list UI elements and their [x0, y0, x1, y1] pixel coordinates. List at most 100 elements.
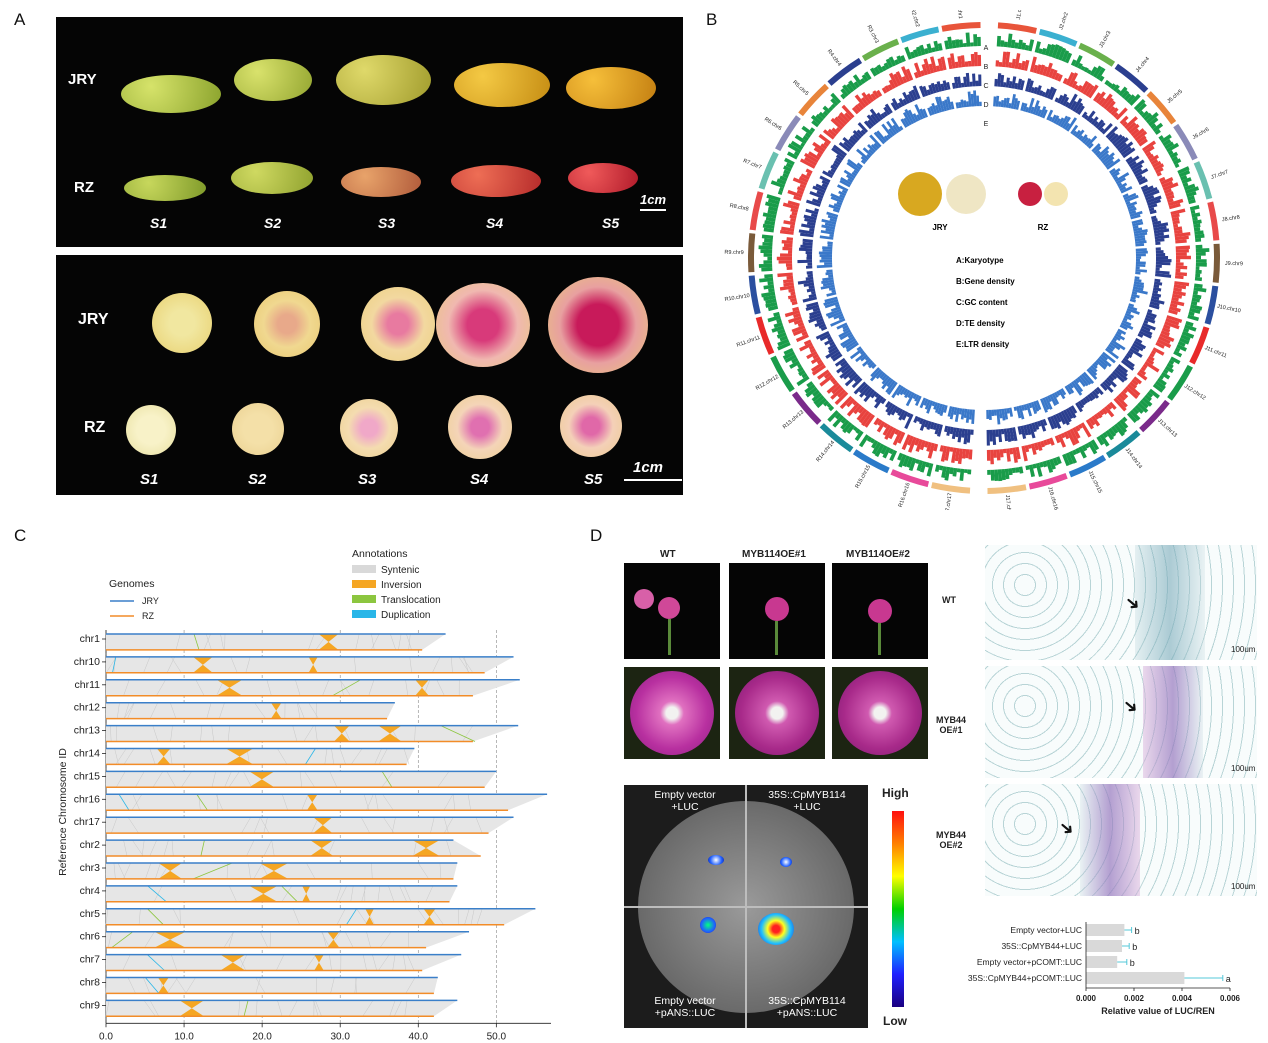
density-bar: [1039, 106, 1047, 118]
syntenic-link: [389, 1000, 396, 1017]
density-bar: [798, 229, 815, 235]
density-bar: [1061, 50, 1070, 62]
density-bar: [1122, 193, 1129, 198]
density-bar: [1000, 40, 1005, 47]
density-bar: [1154, 278, 1161, 283]
density-bar: [937, 43, 943, 51]
density-bar: [965, 32, 971, 47]
syntenic-link: [153, 885, 163, 902]
density-bar: [1108, 343, 1116, 350]
density-bar: [1123, 93, 1132, 101]
density-bar: [787, 294, 797, 300]
syntenic-link: [170, 702, 177, 719]
density-bar: [995, 95, 1000, 107]
density-bar: [1110, 339, 1126, 351]
density-bar: [1191, 297, 1201, 303]
syntenic-block: [106, 931, 470, 948]
scale-label: 1cm: [640, 192, 667, 207]
density-bar: [856, 129, 864, 137]
density-bar: [1106, 158, 1121, 170]
density-bar: [1171, 296, 1179, 302]
density-bar: [1146, 195, 1162, 204]
density-bar: [1096, 411, 1103, 419]
density-bar: [808, 315, 823, 324]
density-bar: [1091, 415, 1101, 427]
density-bar: [1154, 128, 1161, 135]
density-bar: [824, 296, 838, 303]
density-bar: [763, 227, 774, 233]
density-bar: [860, 156, 868, 163]
syntenic-block: [106, 954, 462, 971]
density-bar: [947, 57, 953, 70]
density-bar: [1136, 102, 1147, 114]
density-bar: [1114, 172, 1130, 183]
density-bar: [1193, 227, 1201, 232]
density-bar: [1104, 159, 1114, 168]
density-bar: [1112, 337, 1118, 342]
density-bar: [1030, 401, 1038, 415]
syntenic-link: [361, 885, 367, 902]
density-bar: [949, 467, 954, 475]
density-bar: [1152, 287, 1162, 292]
flower-shape: [868, 599, 892, 623]
density-bar: [1135, 174, 1143, 180]
density-bar: [1130, 214, 1141, 220]
density-bar: [992, 429, 997, 445]
density-bar: [1057, 412, 1067, 425]
density-bar: [1144, 189, 1160, 198]
density-bar: [831, 127, 839, 135]
chromosome-label: J7.chr7: [1210, 169, 1229, 181]
density-bar: [812, 307, 821, 313]
density-bar: [808, 151, 821, 161]
density-bar: [1004, 468, 1010, 480]
density-bar: [791, 325, 806, 333]
density-bar: [866, 153, 871, 159]
density-bar: [1130, 296, 1136, 300]
syntenic-link: [308, 702, 319, 719]
syntenic-link: [171, 840, 174, 857]
density-bar: [797, 259, 813, 264]
density-bar: [1070, 59, 1077, 67]
density-bar: [1008, 103, 1012, 109]
syntenic-link: [362, 1000, 374, 1017]
y-tick-label: chr6: [80, 931, 101, 943]
stage-label: S2: [248, 471, 267, 488]
density-bar: [1039, 419, 1047, 432]
density-bar: [1194, 276, 1203, 282]
tissue-section-oe1: ➜ 100um: [985, 666, 1257, 778]
density-bar: [1139, 399, 1149, 409]
density-bar: [1141, 110, 1150, 119]
density-bar: [1135, 256, 1142, 259]
density-bar: [926, 89, 932, 96]
density-bar: [950, 53, 956, 69]
density-bar: [1117, 142, 1128, 152]
density-bar: [955, 39, 960, 48]
density-bar: [1077, 376, 1086, 388]
syntenic-link: [123, 840, 128, 857]
density-bar: [1113, 135, 1126, 147]
density-bar: [1177, 166, 1190, 175]
syntenic-link: [220, 633, 224, 650]
syntenic-link: [170, 725, 173, 742]
chromosome-label: J11.chr11: [1204, 345, 1228, 359]
fruit-section: [152, 293, 212, 353]
density-bar: [830, 168, 836, 174]
density-bar: [822, 246, 833, 250]
density-bar: [1082, 82, 1092, 95]
density-bar: [1043, 439, 1048, 446]
panel-a-top-photo: JRY RZ S1 S2 S3 S4 S5 1cm: [56, 17, 683, 247]
density-bar: [1093, 388, 1100, 395]
syntenic-link: [143, 977, 151, 994]
density-bar: [996, 35, 1002, 47]
syntenic-link: [308, 633, 315, 650]
density-bar: [811, 364, 827, 376]
center-label-jry: JRY: [932, 223, 948, 232]
density-bar: [1007, 33, 1013, 48]
density-bar: [965, 409, 970, 423]
density-bar: [1180, 334, 1191, 342]
syntenic-link: [281, 885, 293, 902]
density-bar: [761, 234, 774, 240]
syntenic-link: [255, 977, 266, 994]
density-bar: [1178, 169, 1191, 178]
density-bar: [1064, 122, 1071, 131]
